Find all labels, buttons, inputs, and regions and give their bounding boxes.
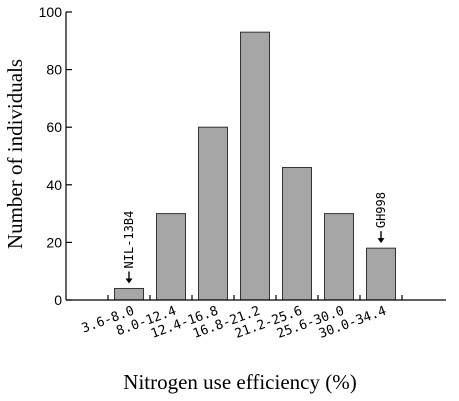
bar xyxy=(324,213,354,301)
bar xyxy=(366,247,396,301)
annotation-label: GH998 xyxy=(374,192,388,228)
y-tick-label: 0 xyxy=(54,292,62,308)
bar xyxy=(156,213,186,301)
bar xyxy=(198,126,228,301)
y-ticks-group: 0 20 40 60 80 100 xyxy=(39,4,72,308)
x-ticks-group: 3.6-8.08.0-12.412.4-16.816.8-21.221.2-25… xyxy=(80,295,403,342)
y-tick-label: 100 xyxy=(39,4,63,20)
annotation-label: NIL-13B4 xyxy=(122,211,136,269)
y-axis-title: Number of individuals xyxy=(3,59,27,249)
y-tick-label: 80 xyxy=(46,62,62,78)
y-tick-label: 60 xyxy=(46,119,62,135)
bar xyxy=(114,287,144,301)
bars-group xyxy=(114,31,396,301)
annotation-arrow-head xyxy=(125,278,133,284)
y-tick-label: 40 xyxy=(46,177,62,193)
axes-group xyxy=(65,12,446,301)
x-axis-title: Nitrogen use efficiency (%) xyxy=(123,370,356,394)
annotations-group: NIL-13B4 GH998 xyxy=(122,192,388,284)
annotation-arrow-head xyxy=(377,238,385,244)
bar xyxy=(282,167,312,301)
bar xyxy=(240,31,270,301)
y-tick-label: 20 xyxy=(46,234,62,250)
